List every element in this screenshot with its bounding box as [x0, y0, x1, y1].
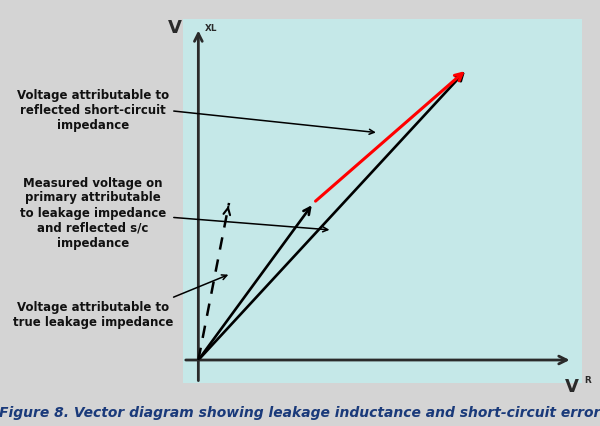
Text: $\mathbf{_R}$: $\mathbf{_R}$	[584, 373, 593, 386]
Text: Voltage attributable to
reflected short-circuit
impedance: Voltage attributable to reflected short-…	[17, 89, 169, 132]
Text: Figure 8. Vector diagram showing leakage inductance and short-circuit error: Figure 8. Vector diagram showing leakage…	[0, 406, 600, 420]
Text: $\mathbf{V}$: $\mathbf{V}$	[565, 378, 580, 396]
Text: Voltage attributable to
true leakage impedance: Voltage attributable to true leakage imp…	[13, 301, 173, 329]
Text: $\mathbf{_{XL}}$: $\mathbf{_{XL}}$	[204, 21, 218, 34]
Text: Measured voltage on
primary attributable
to leakage impedance
and reflected s/c
: Measured voltage on primary attributable…	[20, 176, 166, 250]
Text: $\mathbf{V}$: $\mathbf{V}$	[167, 19, 183, 37]
